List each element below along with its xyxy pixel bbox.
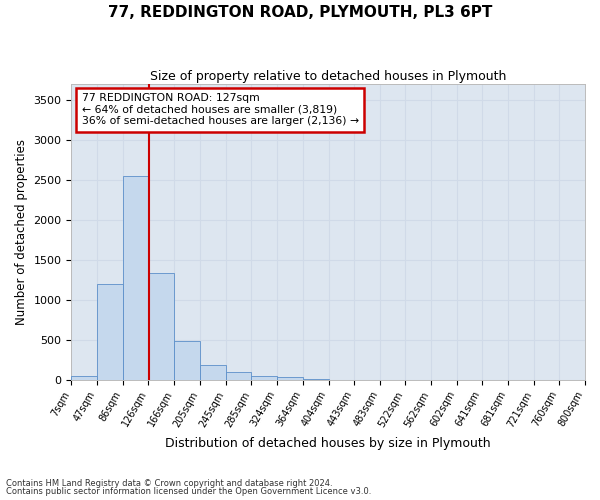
Bar — [277, 377, 302, 380]
Bar — [200, 365, 226, 380]
Bar — [71, 376, 97, 380]
Bar — [226, 372, 251, 380]
Bar — [251, 376, 277, 380]
Text: Contains public sector information licensed under the Open Government Licence v3: Contains public sector information licen… — [6, 487, 371, 496]
Bar — [148, 274, 175, 380]
X-axis label: Distribution of detached houses by size in Plymouth: Distribution of detached houses by size … — [166, 437, 491, 450]
Bar — [122, 176, 148, 380]
Bar — [175, 340, 200, 380]
Text: 77 REDDINGTON ROAD: 127sqm
← 64% of detached houses are smaller (3,819)
36% of s: 77 REDDINGTON ROAD: 127sqm ← 64% of deta… — [82, 93, 359, 126]
Text: 77, REDDINGTON ROAD, PLYMOUTH, PL3 6PT: 77, REDDINGTON ROAD, PLYMOUTH, PL3 6PT — [108, 5, 492, 20]
Text: Contains HM Land Registry data © Crown copyright and database right 2024.: Contains HM Land Registry data © Crown c… — [6, 478, 332, 488]
Title: Size of property relative to detached houses in Plymouth: Size of property relative to detached ho… — [150, 70, 506, 83]
Bar — [97, 284, 122, 380]
Y-axis label: Number of detached properties: Number of detached properties — [15, 139, 28, 325]
